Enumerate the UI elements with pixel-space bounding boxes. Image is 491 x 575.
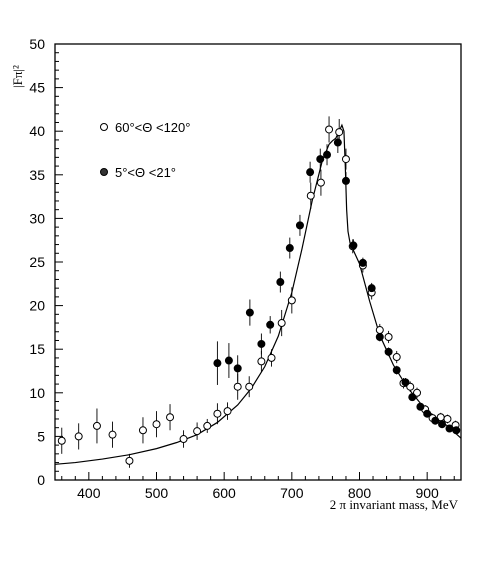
axis-tick-labels: 400 500 600 700 800 900 0 5 10 15 20 25 30 35 40 45 50 [29, 36, 439, 501]
plot-area [54, 43, 462, 481]
data-point-open [341, 155, 350, 164]
data-point-filled [323, 150, 332, 159]
x-axis-title: 2 π invariant mass, MeV [330, 497, 459, 512]
y-tick-label: 50 [29, 36, 45, 52]
y-tick-label: 20 [29, 298, 45, 314]
axis-ticks [55, 43, 455, 481]
data-point-filled [316, 155, 325, 164]
data-point-filled [349, 241, 358, 250]
x-tick-label: 800 [348, 485, 372, 501]
data-point-filled [384, 347, 393, 356]
data-point-open [287, 296, 296, 305]
y-tick-label: 0 [37, 472, 45, 488]
data-point-filled [452, 426, 461, 435]
data-point-open [277, 319, 286, 328]
y-tick-label: 40 [29, 123, 45, 139]
data-point-filled [257, 339, 266, 348]
legend-label-open: 60°<Θ <120° [115, 120, 190, 135]
data-point-open [443, 414, 452, 423]
data-point-filled [224, 356, 233, 365]
data-point-open [306, 191, 315, 200]
x-tick-label: 700 [280, 485, 304, 501]
data-point-open [335, 128, 344, 137]
y-tick-label: 5 [37, 428, 45, 444]
data-point-filled [416, 402, 425, 411]
y-tick-label: 45 [29, 80, 45, 96]
data-point-open [108, 430, 117, 439]
data-point-filled [306, 168, 315, 177]
data-point-filled [401, 378, 410, 387]
data-point-filled [245, 308, 254, 317]
data-point-filled [213, 359, 222, 368]
x-tick-label: 400 [77, 485, 101, 501]
data-point-open [384, 332, 393, 341]
data-point-open [392, 353, 401, 362]
y-tick-label: 35 [29, 167, 45, 183]
data-point-filled [295, 221, 304, 230]
y-axis-title: |Fπ|² [10, 65, 25, 88]
data-point-open [152, 420, 161, 429]
x-tick-label: 500 [145, 485, 169, 501]
data-point-open [316, 178, 325, 187]
data-point-open [325, 125, 334, 134]
data-point-open [257, 357, 266, 366]
data-point-open [125, 456, 134, 465]
data-point-open [223, 407, 232, 416]
data-point-filled [431, 416, 440, 425]
legend-marker-open [100, 123, 108, 131]
y-tick-label: 10 [29, 385, 45, 401]
data-point-open [375, 326, 384, 335]
plot-frame [54, 43, 462, 481]
y-tick-label: 30 [29, 210, 45, 226]
data-point-open [193, 427, 202, 436]
data-point-filled [408, 393, 417, 402]
data-point-open [74, 432, 83, 441]
legend-marker-filled [100, 168, 108, 176]
data-point-filled [341, 176, 350, 185]
data-point-open [166, 413, 175, 422]
data-point-open [179, 435, 188, 444]
data-point-filled [266, 320, 275, 329]
legend: 60°<Θ <120° 5°<Θ <21° [100, 120, 190, 180]
data-point-open [233, 382, 242, 391]
data-point-filled [392, 366, 401, 375]
data-point-open [203, 421, 212, 430]
data-point-open [267, 353, 276, 362]
data-points [57, 125, 461, 465]
data-point-filled [233, 364, 242, 373]
data-point-filled [375, 332, 384, 341]
data-point-filled [445, 424, 454, 433]
data-point-filled [285, 244, 294, 253]
y-tick-label: 15 [29, 341, 45, 357]
data-point-filled [276, 278, 285, 287]
data-point-filled [358, 258, 367, 267]
data-point-open [138, 426, 147, 435]
legend-label-filled: 5°<Θ <21° [115, 165, 176, 180]
x-tick-label: 900 [415, 485, 439, 501]
data-point-filled [423, 409, 432, 418]
data-point-filled [367, 284, 376, 293]
data-point-filled [333, 138, 342, 147]
data-point-filled [438, 420, 447, 429]
y-tick-label: 25 [29, 254, 45, 270]
data-point-open [92, 421, 101, 430]
data-point-open [213, 409, 222, 418]
x-tick-label: 600 [212, 485, 236, 501]
data-point-open [57, 436, 66, 445]
data-point-open [245, 382, 254, 391]
